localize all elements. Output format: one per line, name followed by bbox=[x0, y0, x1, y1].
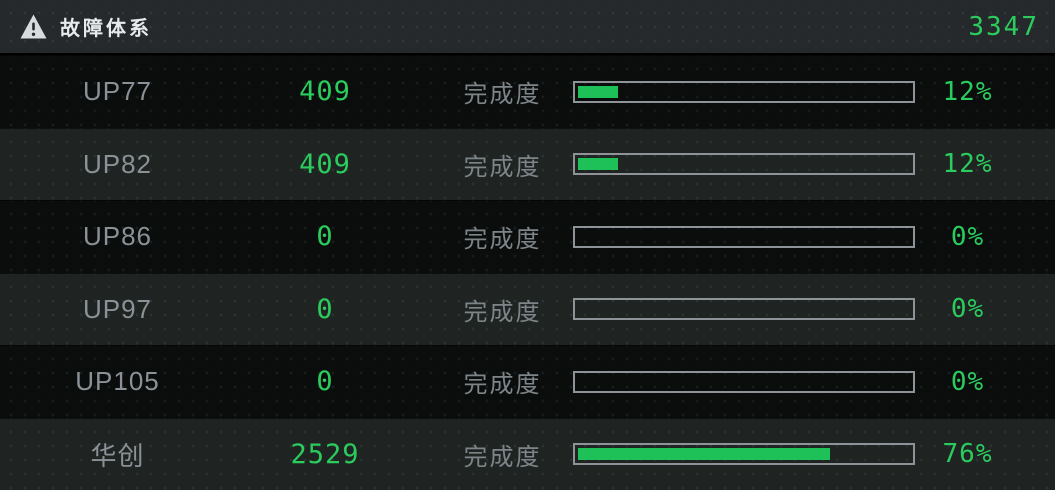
progress-bar bbox=[573, 443, 915, 466]
progress-percent: 0% bbox=[950, 294, 985, 325]
row-value: 0 bbox=[316, 221, 334, 253]
panel-total-value: 3347 bbox=[968, 11, 1039, 42]
progress-bar bbox=[573, 153, 915, 176]
row-value: 2529 bbox=[290, 438, 360, 470]
progress-percent: 12% bbox=[942, 76, 993, 107]
warning-triangle-icon bbox=[20, 14, 47, 39]
row-label: UP97 bbox=[82, 293, 153, 324]
progress-caption: 完成度 bbox=[463, 371, 542, 399]
table-row: 华创 2529 完成度 76% bbox=[0, 417, 1055, 490]
row-label: UP86 bbox=[82, 221, 153, 252]
row-label: UP82 bbox=[82, 148, 153, 179]
row-label: 华创 bbox=[90, 440, 145, 471]
progress-bar bbox=[573, 80, 915, 103]
table-row: UP77 409 完成度 12% bbox=[0, 55, 1055, 128]
progress-caption: 完成度 bbox=[463, 81, 542, 109]
progress-caption: 完成度 bbox=[463, 153, 542, 181]
panel-header: 故障体系 3347 bbox=[0, 0, 1055, 55]
row-value: 0 bbox=[316, 366, 334, 398]
progress-percent: 0% bbox=[950, 221, 985, 252]
panel-title: 故障体系 bbox=[60, 18, 152, 40]
progress-bar-fill bbox=[578, 448, 831, 461]
row-label: UP105 bbox=[75, 366, 160, 397]
progress-percent: 12% bbox=[942, 149, 993, 180]
progress-caption: 完成度 bbox=[463, 443, 542, 471]
table-row: UP97 0 完成度 0% bbox=[0, 272, 1055, 345]
table-row: UP105 0 完成度 0% bbox=[0, 345, 1055, 418]
row-value: 409 bbox=[299, 76, 351, 108]
metric-rows: UP77 409 完成度 12% UP82 409 完成度 12% UP86 0… bbox=[0, 55, 1055, 490]
progress-bar bbox=[573, 370, 915, 393]
table-row: UP82 409 完成度 12% bbox=[0, 127, 1055, 200]
row-label: UP77 bbox=[82, 76, 153, 107]
progress-percent: 76% bbox=[942, 439, 993, 470]
table-row: UP86 0 完成度 0% bbox=[0, 200, 1055, 273]
row-value: 409 bbox=[299, 148, 351, 180]
row-value: 0 bbox=[316, 293, 334, 325]
progress-bar-fill bbox=[578, 85, 618, 98]
progress-bar bbox=[573, 225, 915, 248]
progress-bar-fill bbox=[578, 158, 618, 171]
progress-caption: 完成度 bbox=[463, 226, 542, 254]
progress-bar bbox=[573, 298, 915, 321]
progress-caption: 完成度 bbox=[463, 298, 542, 326]
progress-percent: 0% bbox=[950, 366, 985, 397]
